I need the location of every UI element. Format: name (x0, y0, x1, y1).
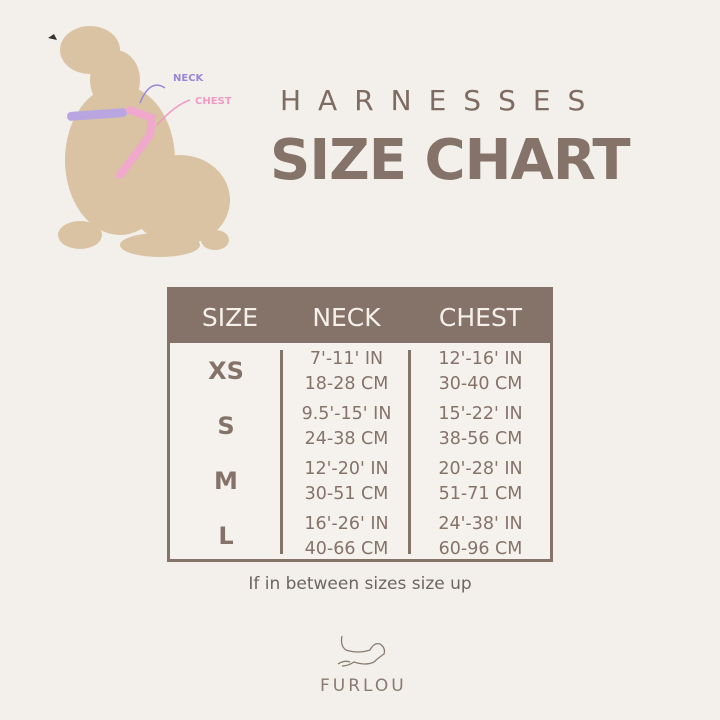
header-size: SIZE (201, 303, 259, 332)
brand-name: FURLOU (320, 676, 407, 696)
chest-cell: 15'-22' IN 38-56 CM (438, 404, 523, 449)
size-table: SIZE NECK CHEST XS 7'-11' IN 18-28 CM 12'… (167, 287, 553, 562)
size-cell: XS (208, 357, 244, 385)
header-chest: CHEST (438, 303, 523, 332)
column-divider (280, 350, 283, 554)
header-neck: NECK (312, 303, 381, 332)
table-row: XS 7'-11' IN 18-28 CM 12'-16' IN 30-40 CM (170, 345, 550, 400)
brand-logo: FURLOU (320, 632, 407, 696)
neck-cell: 16'-26' IN 40-66 CM (304, 514, 389, 559)
sizing-note: If in between sizes size up (248, 574, 472, 594)
chest-cell: 20'-28' IN 51-71 CM (438, 459, 523, 504)
dog-harness-photo: NECK CHEST (48, 26, 232, 257)
size-cell: L (218, 522, 234, 550)
running-dog-icon (337, 635, 386, 667)
neck-cell: 9.5'-15' IN 24-38 CM (301, 404, 392, 449)
chest-cell: 24'-38' IN 60-96 CM (438, 514, 523, 559)
table-row: M 12'-20' IN 30-51 CM 20'-28' IN 51-71 CM (170, 455, 550, 510)
neck-cell: 12'-20' IN 30-51 CM (304, 459, 389, 504)
neck-label: NECK (173, 73, 205, 84)
table-row: S 9.5'-15' IN 24-38 CM 15'-22' IN 38-56 CM (170, 400, 550, 455)
table-header: SIZE NECK CHEST (170, 290, 550, 343)
size-cell: S (217, 412, 235, 440)
neck-cell: 7'-11' IN 18-28 CM (304, 349, 389, 394)
table-row: L 16'-26' IN 40-66 CM 24'-38' IN 60-96 CM (170, 510, 550, 565)
subtitle: HARNESSES (280, 84, 603, 117)
page-title: SIZE CHART (270, 128, 631, 193)
column-divider (408, 350, 411, 554)
chest-cell: 12'-16' IN 30-40 CM (438, 349, 523, 394)
size-cell: M (214, 467, 238, 495)
chest-label: CHEST (195, 96, 232, 107)
